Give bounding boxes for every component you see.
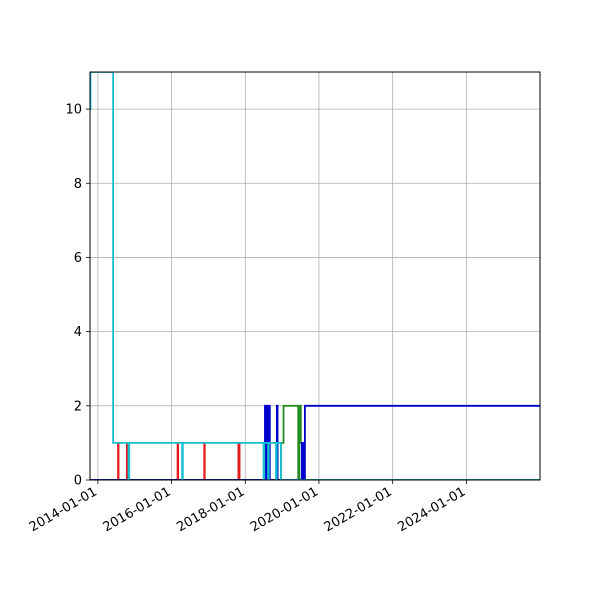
y-tick-label: 2 xyxy=(74,399,82,414)
y-tick-label: 4 xyxy=(74,325,82,340)
y-tick-label: 8 xyxy=(74,177,82,192)
y-axis: 0 2 4 6 8 10 xyxy=(65,103,90,489)
series-lines xyxy=(90,72,540,480)
y-tick-label: 10 xyxy=(65,103,82,118)
y-tick-label: 0 xyxy=(74,474,82,489)
y-tick-label: 6 xyxy=(74,251,82,266)
series-line-cyan xyxy=(90,72,540,480)
plot-frame xyxy=(89,71,541,481)
grid xyxy=(90,72,540,481)
